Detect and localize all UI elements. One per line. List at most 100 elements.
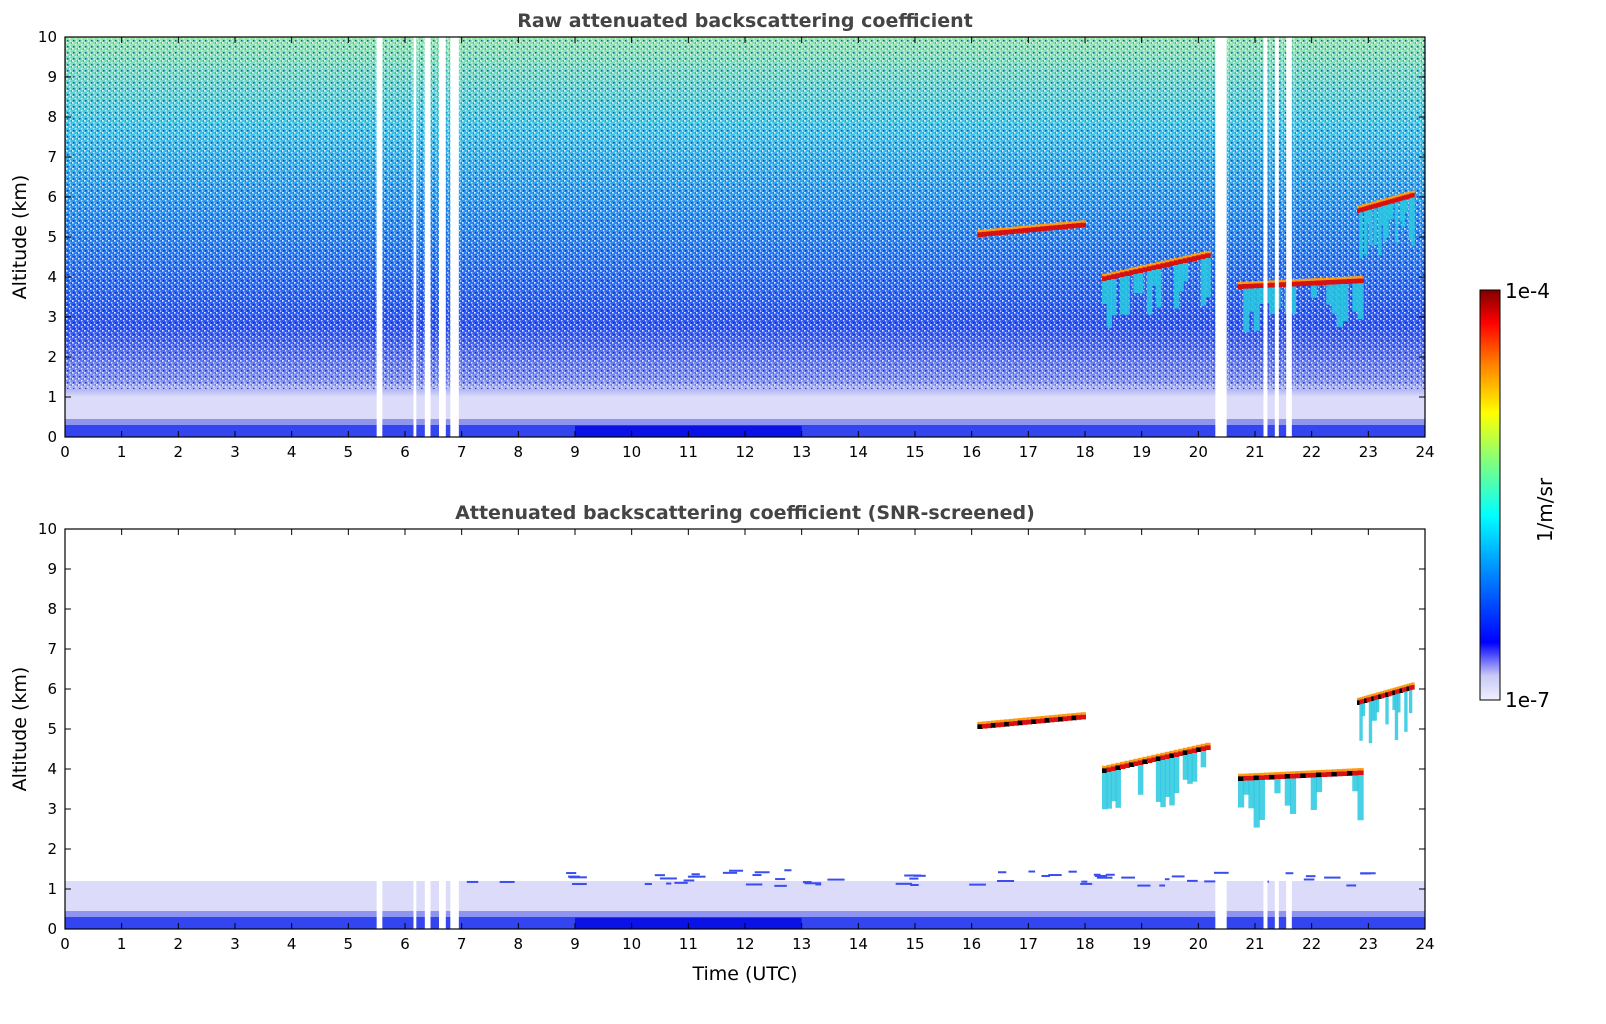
cloud-layer-2-edge — [1164, 751, 1171, 755]
cloud-layer-1-edge — [1044, 715, 1051, 718]
cloud-layer-4-cell — [1385, 692, 1389, 697]
cloud-layer-4-edge — [1392, 687, 1396, 691]
chart-title: Attenuated backscattering coefficient (S… — [455, 502, 1035, 524]
cloud-layer-1-cell — [1053, 717, 1060, 722]
cloud-layer-2-cell — [1160, 755, 1166, 760]
cloud-layer-1-cell — [981, 231, 988, 237]
cloud-layer-4-cell — [1394, 197, 1399, 203]
cloud-layer-3-edge — [1243, 281, 1250, 284]
x-tick-label: 5 — [344, 935, 354, 953]
cloud-layer-3-virga — [1357, 283, 1364, 320]
cloud-layer-3-cell — [1248, 775, 1255, 781]
y-tick-label: 7 — [47, 148, 57, 166]
cloud-layer-1-cell — [990, 230, 997, 236]
echo-speck — [1028, 870, 1036, 873]
y-tick-label: 8 — [47, 108, 57, 126]
cloud-layer-4-edge — [1380, 199, 1384, 202]
cloud-layer-4-edge — [1392, 195, 1396, 199]
cloud-layer-3-cell — [1305, 772, 1312, 778]
cloud-layer-2-edge — [1205, 250, 1211, 254]
cloud-layer-2-cell — [1200, 746, 1207, 751]
cloud-layer-2-cell — [1164, 262, 1171, 267]
cloud-layer-4-cell — [1406, 686, 1410, 691]
cloud-layer-1-edge — [1062, 713, 1069, 717]
cloud-layer-1-edge — [1071, 713, 1078, 716]
cloud-layer-4-cell — [1373, 203, 1377, 209]
y-tick-label: 6 — [47, 680, 57, 698]
cloud-layer-2-edge — [1182, 747, 1189, 751]
cloud-layer-1-edge — [981, 229, 988, 232]
cloud-layer-2-cell — [1182, 258, 1189, 263]
cloud-layer-3-cell — [1347, 278, 1354, 284]
cloud-layer-4-virga — [1364, 211, 1368, 256]
data-gap — [450, 877, 459, 929]
cloud-layer-1-edge — [1040, 715, 1046, 719]
echo-speck — [774, 884, 787, 887]
x-tick-label: 8 — [514, 443, 524, 461]
echo-speck — [659, 877, 677, 880]
cloud-layer-3-cell — [1269, 282, 1276, 288]
echo-speck — [752, 874, 762, 877]
echo-speck — [1303, 878, 1315, 881]
x-tick-label: 22 — [1302, 935, 1321, 953]
cloud-layer-4-edge — [1390, 688, 1394, 691]
cloud-layer-3-edge — [1341, 768, 1349, 772]
data-gap — [439, 877, 446, 929]
y-tick-label: 0 — [47, 428, 57, 446]
cloud-layer-4-cell — [1408, 193, 1413, 199]
cloud-layer-2-cell — [1151, 265, 1157, 270]
cloud-layer-2-cell — [1191, 748, 1198, 753]
chart-title: Raw attenuated backscattering coefficien… — [517, 10, 973, 32]
cloud-layer-3-edge — [1300, 278, 1307, 282]
cloud-layer-4-edge — [1366, 695, 1370, 698]
echo-speck — [1159, 884, 1166, 887]
cloud-layer-1-cell — [1058, 716, 1064, 722]
cloud-layer-3-edge — [1315, 770, 1323, 773]
cloud-layer-3-virga — [1253, 780, 1260, 828]
y-axis-label: Altitude (km) — [9, 667, 31, 792]
cloud-layer-4-edge — [1371, 201, 1375, 205]
y-tick-label: 9 — [47, 68, 57, 86]
cloud-layer-4-edge — [1406, 191, 1410, 195]
cloud-layer-1-edge — [1035, 224, 1042, 227]
cloud-layer-3-virga — [1336, 284, 1343, 327]
cloud-layer-4-edge — [1385, 689, 1389, 693]
cloud-layer-4-virga — [1397, 693, 1401, 713]
cloud-layer-3-edge — [1321, 769, 1328, 773]
cloud-layer-3-edge — [1347, 276, 1354, 279]
cloud-layer-2-virga — [1173, 265, 1180, 309]
echo-speck — [1213, 871, 1229, 874]
cloud-layer-4-cell — [1394, 689, 1399, 695]
cloud-layer-1-cell — [1004, 721, 1010, 727]
cloud-layer-1-edge — [1080, 220, 1086, 223]
echo-speck — [499, 880, 515, 883]
x-tick-label: 5 — [344, 443, 354, 461]
cloud-layer-3-cell — [1279, 282, 1286, 287]
cloud-layer-3-cell — [1310, 280, 1317, 286]
cloud-layer-4-virga — [1401, 200, 1406, 228]
cloud-layer-3-virga — [1289, 286, 1297, 314]
cloud-layer-1-edge — [986, 228, 992, 232]
colorbar-min-label: 1e-7 — [1505, 688, 1550, 712]
cloud-layer-2-edge — [1133, 266, 1139, 270]
cloud-layer-3-cell — [1315, 772, 1323, 778]
cloud-layer-3-edge — [1295, 279, 1302, 282]
cloud-layer-4-edge — [1387, 197, 1392, 200]
cloud-layer-2-virga — [1155, 761, 1162, 802]
cloud-layer-1-cell — [990, 722, 997, 728]
cloud-layer-2-edge — [1191, 745, 1198, 749]
cloud-layer-1-cell — [1026, 227, 1033, 233]
cloud-layer-4-edge — [1380, 691, 1384, 694]
echo-speck — [1096, 876, 1113, 879]
cloud-layer-3-cell — [1258, 775, 1265, 780]
echo-speck — [1324, 876, 1341, 879]
cloud-layer-2-virga — [1155, 269, 1162, 308]
echo-speck — [728, 869, 744, 872]
x-tick-label: 3 — [230, 935, 240, 953]
cloud-layer-1-edge — [1022, 717, 1028, 721]
cloud-layer-4-cell — [1387, 691, 1392, 697]
x-tick-label: 21 — [1245, 935, 1264, 953]
cloud-layer-2-cell — [1115, 273, 1121, 278]
cloud-layer-4-cell — [1373, 695, 1377, 701]
cloud-layer-3-cell — [1238, 284, 1245, 289]
